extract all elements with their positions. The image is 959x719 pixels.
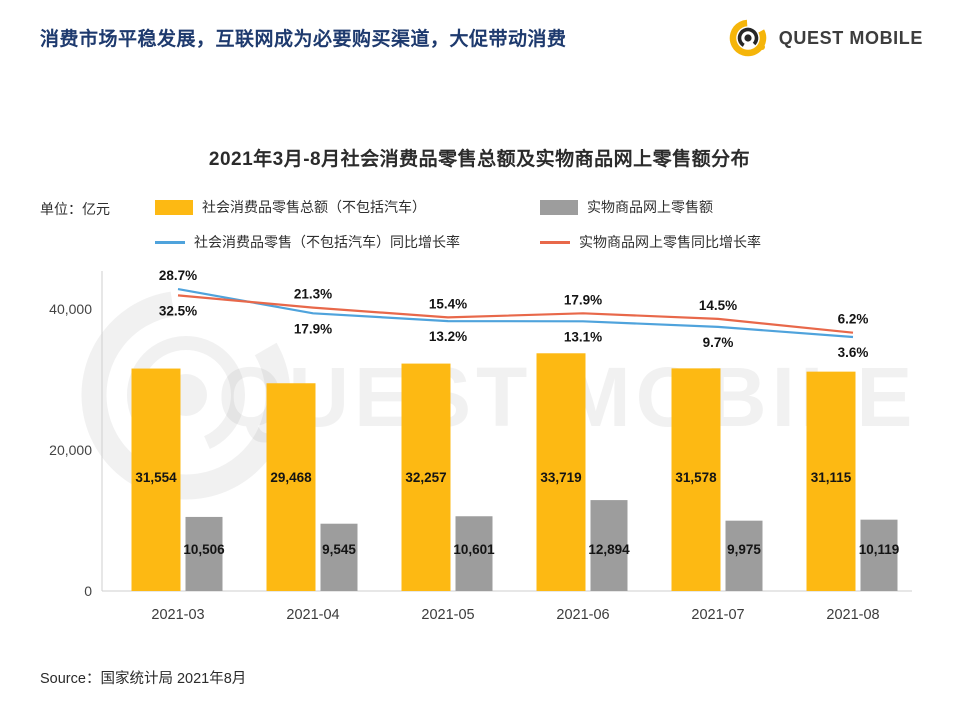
chart-canvas: 0 20,000 40,000 31,554 10,506 2021-03 29,468 9,…: [49, 268, 912, 623]
svg-text:2021-03: 2021-03: [151, 607, 204, 623]
svg-text:20,000: 20,000: [49, 442, 92, 458]
svg-text:9,545: 9,545: [322, 542, 356, 557]
svg-text:3.6%: 3.6%: [838, 345, 869, 360]
svg-text:2021-08: 2021-08: [826, 607, 879, 623]
legend-grid: 社会消费品零售总额（不包括汽车） 实物商品网上零售额 社会消费品零售（不包括汽车…: [155, 197, 761, 252]
svg-text:2021-06: 2021-06: [556, 607, 609, 623]
legend-item-online-growth: 实物商品网上零售同比增长率: [540, 232, 761, 252]
legend-label: 社会消费品零售总额（不包括汽车）: [202, 199, 426, 215]
svg-text:13.1%: 13.1%: [564, 329, 602, 344]
source-note: Source：国家统计局 2021年8月: [40, 671, 247, 687]
questmobile-logo-icon: [729, 19, 767, 57]
total-growth-line-icon: [155, 240, 185, 244]
svg-text:31,554: 31,554: [135, 470, 177, 485]
svg-text:28.7%: 28.7%: [159, 268, 197, 283]
svg-text:32.5%: 32.5%: [159, 303, 197, 318]
legend: 单位：亿元 社会消费品零售总额（不包括汽车） 实物商品网上零售额 社会消费品零售…: [40, 197, 959, 261]
svg-text:10,506: 10,506: [183, 542, 225, 557]
svg-text:32,257: 32,257: [405, 470, 446, 485]
svg-text:12,894: 12,894: [588, 542, 630, 557]
svg-text:13.2%: 13.2%: [429, 329, 467, 344]
legend-label: 实物商品网上零售额: [587, 199, 713, 215]
svg-text:2021-05: 2021-05: [421, 607, 474, 623]
svg-text:9.7%: 9.7%: [703, 335, 734, 350]
bar-line-chart: QUEST MOBILE 0 20,000 40,000 31,554 10,506 20…: [40, 261, 940, 651]
unit-label: 单位：亿元: [40, 201, 110, 217]
legend-item-total-retail: 社会消费品零售总额（不包括汽车）: [155, 197, 540, 217]
svg-text:31,578: 31,578: [675, 470, 717, 485]
questmobile-logo: QUEST MOBILE: [726, 16, 923, 60]
svg-text:33,719: 33,719: [540, 470, 581, 485]
svg-text:10,601: 10,601: [453, 542, 495, 557]
svg-text:17.9%: 17.9%: [564, 292, 602, 307]
svg-text:2021-04: 2021-04: [286, 607, 339, 623]
total-retail-swatch-icon: [155, 199, 193, 215]
header: 消费市场平稳发展，互联网成为必要购买渠道，大促带动消费 QUEST MOBILE: [0, 0, 959, 60]
svg-text:31,115: 31,115: [811, 470, 852, 485]
svg-text:10,119: 10,119: [859, 542, 900, 557]
legend-item-total-growth: 社会消费品零售（不包括汽车）同比增长率: [155, 232, 540, 252]
online-growth-line-icon: [540, 240, 570, 244]
svg-text:15.4%: 15.4%: [429, 296, 467, 311]
online-retail-swatch-icon: [540, 199, 578, 215]
legend-item-online-retail: 实物商品网上零售额: [540, 197, 761, 217]
svg-text:17.9%: 17.9%: [294, 321, 332, 336]
svg-text:6.2%: 6.2%: [838, 312, 869, 327]
legend-label: 实物商品网上零售同比增长率: [579, 234, 761, 250]
logo-text: QUEST MOBILE: [778, 27, 923, 48]
svg-text:14.5%: 14.5%: [699, 298, 737, 313]
svg-text:21.3%: 21.3%: [294, 287, 332, 302]
svg-text:9,975: 9,975: [727, 542, 761, 557]
svg-text:40,000: 40,000: [49, 301, 92, 317]
svg-text:29,468: 29,468: [270, 470, 312, 485]
svg-text:0: 0: [84, 583, 92, 599]
svg-text:2021-07: 2021-07: [691, 607, 744, 623]
page-title: 消费市场平稳发展，互联网成为必要购买渠道，大促带动消费: [40, 29, 567, 50]
legend-label: 社会消费品零售（不包括汽车）同比增长率: [194, 234, 460, 250]
chart-title: 2021年3月-8月社会消费品零售总额及实物商品网上零售额分布: [208, 149, 751, 170]
